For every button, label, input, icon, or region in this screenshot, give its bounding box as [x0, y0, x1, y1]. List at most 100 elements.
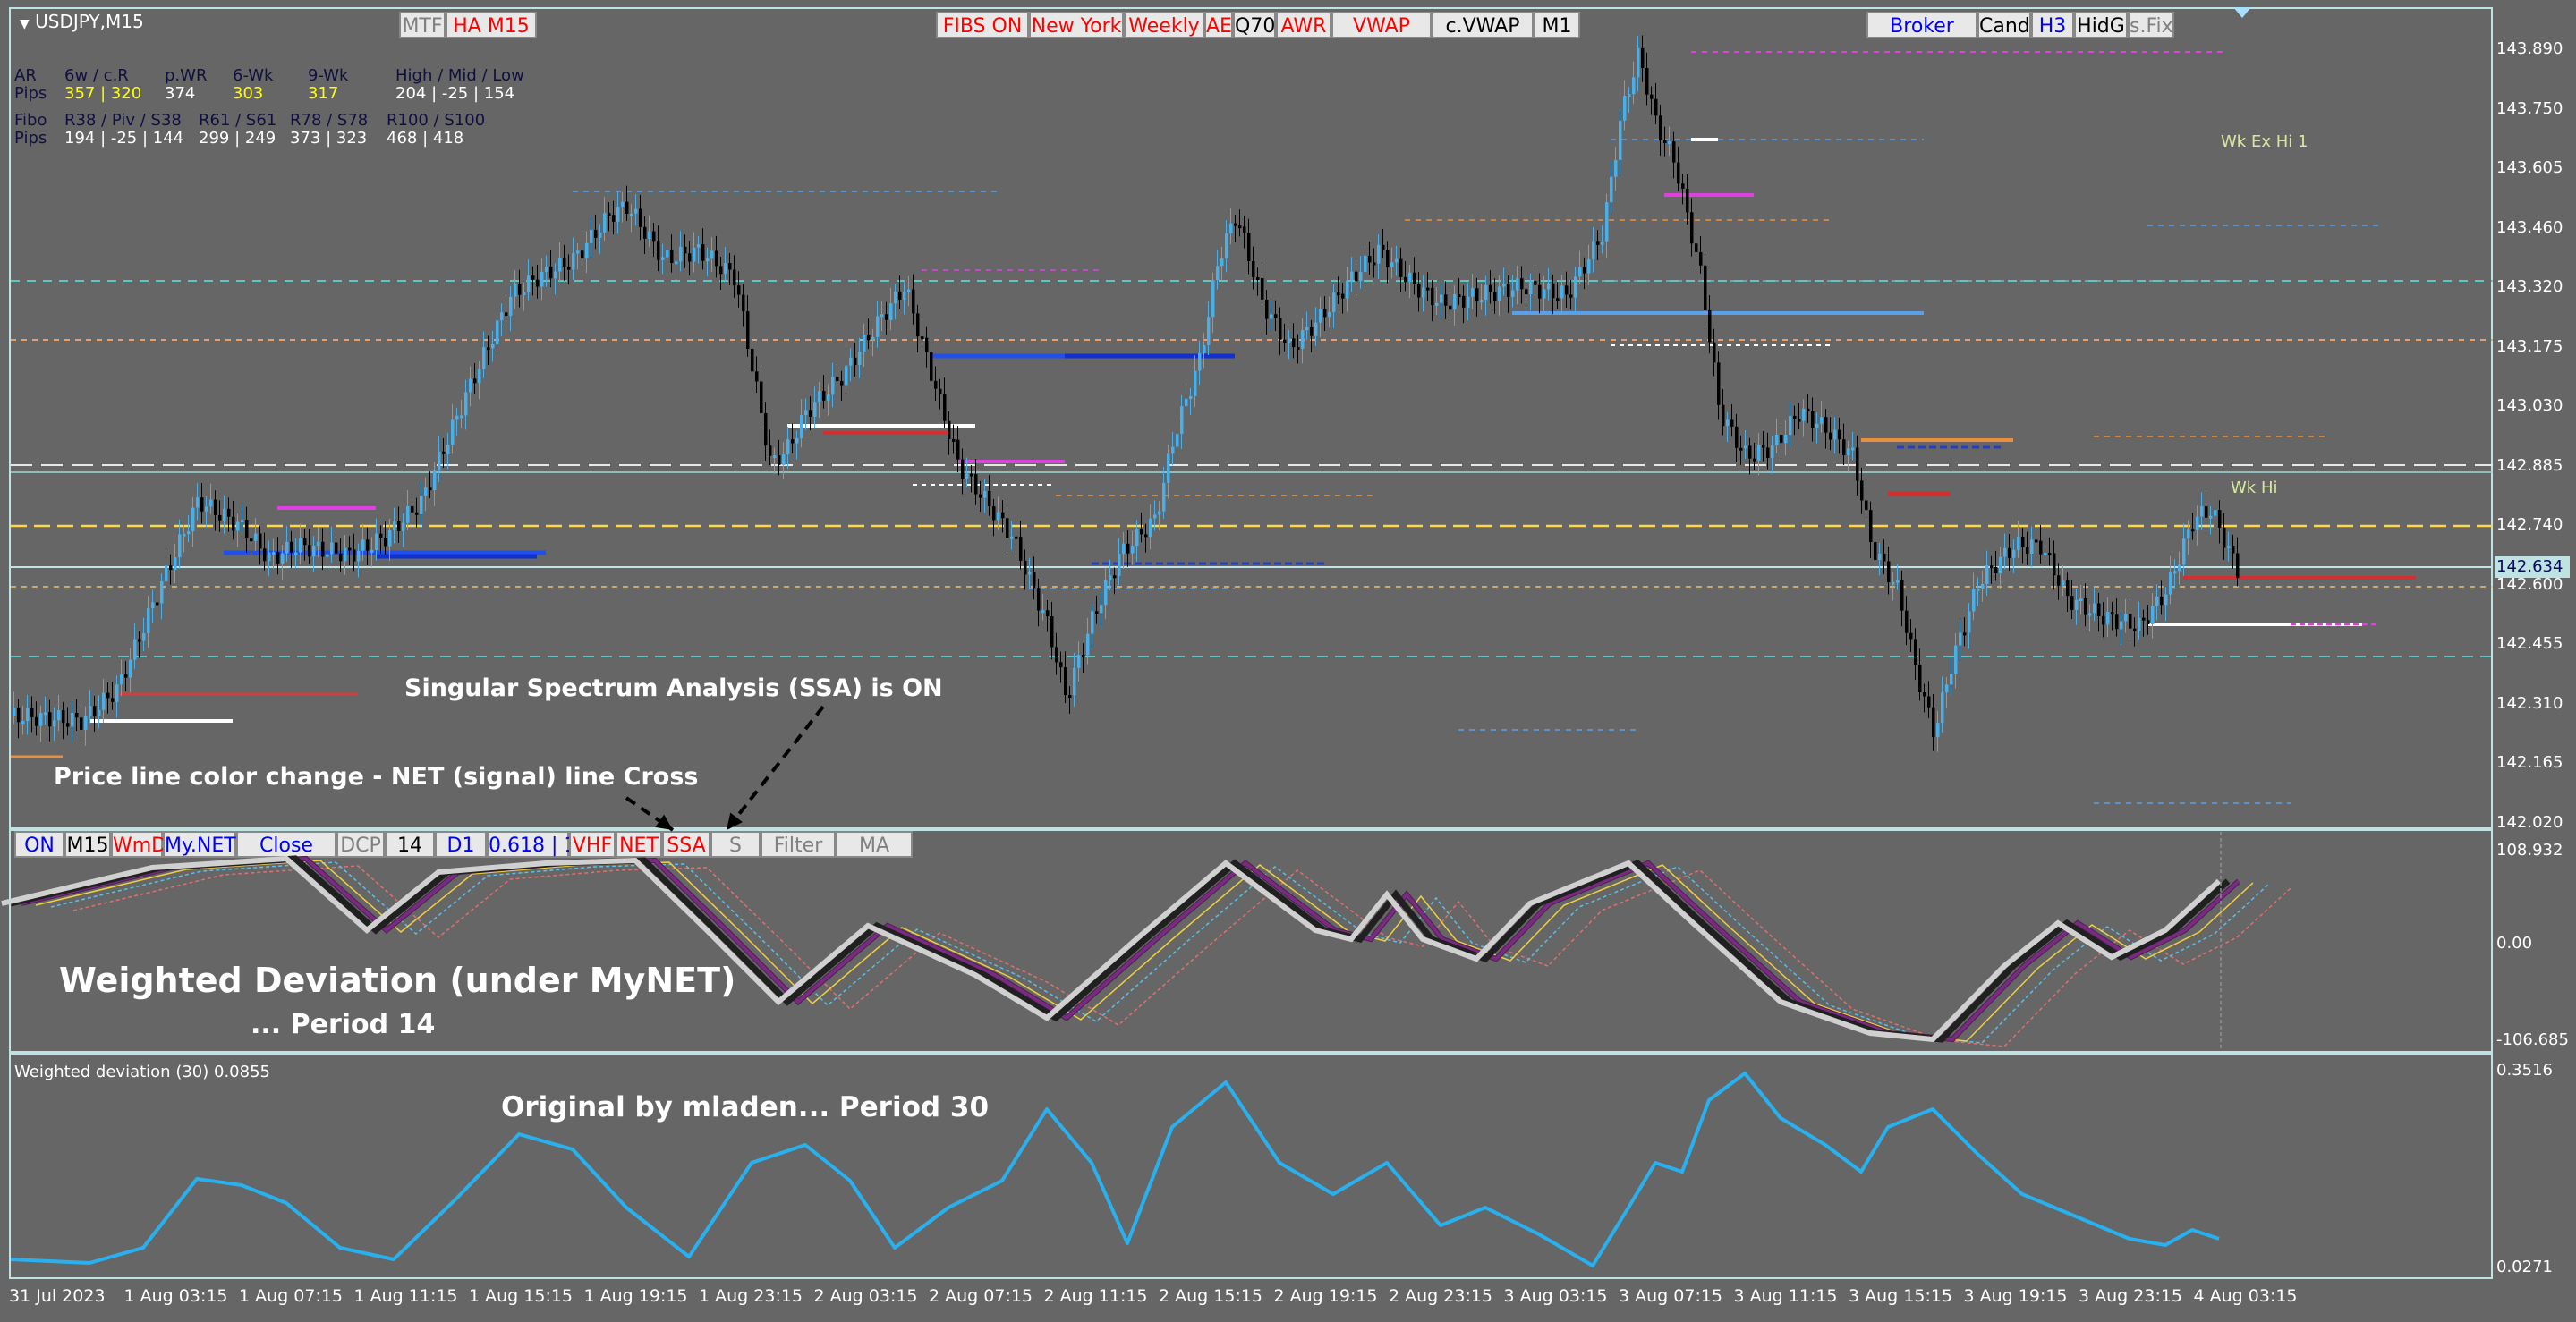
button-new-york[interactable]: New York: [1029, 12, 1124, 38]
button-filter[interactable]: Filter: [761, 831, 836, 858]
button-h3[interactable]: H3: [2031, 12, 2074, 38]
original-annotation: Original by mladen... Period 30: [501, 1091, 990, 1123]
price-tick: 142.165: [2496, 753, 2563, 772]
price-tick: 143.890: [2496, 39, 2563, 58]
time-tick: 1 Aug 11:15: [353, 1286, 458, 1306]
time-tick: 1 Aug 23:15: [699, 1286, 803, 1306]
ssa-annotation: Singular Spectrum Analysis (SSA) is ON: [404, 674, 943, 702]
deviation-pane-title: Weighted deviation (30) 0.0855: [14, 1063, 270, 1081]
button-dcp[interactable]: DCP: [336, 831, 385, 858]
time-tick: 2 Aug 03:15: [813, 1286, 918, 1306]
stat-statsRow4-1: 194 | -25 | 144: [64, 129, 184, 148]
time-tick: 3 Aug 11:15: [1733, 1286, 1838, 1306]
time-tick: 2 Aug 07:15: [929, 1286, 1033, 1306]
stat-statsRow1-5: High / Mid / Low: [395, 66, 524, 85]
time-tick: 4 Aug 03:15: [2193, 1286, 2298, 1306]
stat-statsRow3-1: R38 / Piv / S38: [64, 111, 182, 130]
price-tick: 143.320: [2496, 277, 2563, 296]
button-ae[interactable]: AE: [1204, 12, 1233, 38]
collapse-triangle-icon[interactable]: ▼: [20, 17, 30, 31]
scroll-marker-icon[interactable]: [2233, 7, 2251, 18]
button-weekly[interactable]: Weekly: [1124, 12, 1204, 38]
time-tick: 3 Aug 15:15: [1849, 1286, 1953, 1306]
indicator-tick: 108.932: [2496, 841, 2563, 860]
indicator-axis[interactable]: [2493, 829, 2576, 1053]
time-tick: 3 Aug 23:15: [2079, 1286, 2183, 1306]
stat-statsRow4-0: Pips: [14, 129, 47, 148]
stat-statsRow2-4: 317: [308, 84, 339, 103]
button-broker[interactable]: Broker: [1866, 12, 1977, 38]
price-tick: 143.030: [2496, 396, 2563, 415]
button-vhf[interactable]: VHF: [569, 831, 616, 858]
price-tick: 143.460: [2496, 217, 2563, 237]
price-tick: 143.750: [2496, 98, 2563, 118]
button-s[interactable]: S: [710, 831, 761, 858]
button-vwap[interactable]: VWAP: [1331, 12, 1432, 38]
button-net[interactable]: NET: [616, 831, 662, 858]
price-axis[interactable]: [2493, 7, 2576, 829]
time-tick: 2 Aug 23:15: [1389, 1286, 1493, 1306]
stat-statsRow4-4: 468 | 418: [387, 129, 464, 148]
button-s-fix[interactable]: s.Fix: [2128, 12, 2174, 38]
wk-hi-label: Wk Hi: [2231, 479, 2278, 497]
stat-statsRow2-2: 374: [165, 84, 196, 103]
button-wmd[interactable]: WmD: [111, 831, 166, 858]
time-tick: 2 Aug 19:15: [1273, 1286, 1378, 1306]
stat-statsRow3-3: R78 / S78: [290, 111, 369, 130]
price-tick: 142.310: [2496, 693, 2563, 713]
time-tick: 1 Aug 07:15: [239, 1286, 344, 1306]
weighted-deviation-period: ... Period 14: [251, 1009, 436, 1040]
stat-statsRow2-3: 303: [233, 84, 264, 103]
button-q70[interactable]: Q70: [1233, 12, 1276, 38]
stat-statsRow1-4: 9-Wk: [308, 66, 349, 85]
button-c-vwap[interactable]: c.VWAP: [1432, 12, 1534, 38]
wk-ex-hi-label: Wk Ex Hi 1: [2221, 132, 2308, 151]
price-tick: 142.020: [2496, 812, 2563, 832]
price-tick: 142.455: [2496, 634, 2563, 653]
button-mtf[interactable]: MTF: [399, 12, 446, 38]
stat-statsRow2-1: 357 | 320: [64, 84, 142, 103]
button-m15[interactable]: M15: [64, 831, 111, 858]
button-14[interactable]: 14: [385, 831, 435, 858]
price-line-annotation: Price line color change - NET (signal) l…: [54, 763, 699, 791]
button-ha-m15[interactable]: HA M15: [446, 12, 537, 38]
button-my-net[interactable]: My.NET: [163, 831, 236, 858]
stat-statsRow3-4: R100 / S100: [387, 111, 486, 130]
symbol-label: ▼ USDJPY,M15: [20, 11, 144, 32]
time-tick: 1 Aug 19:15: [583, 1286, 688, 1306]
button-ma[interactable]: MA: [836, 831, 913, 858]
deviation-axis[interactable]: [2493, 1053, 2576, 1279]
button-on[interactable]: ON: [14, 831, 64, 858]
stat-statsRow4-2: 299 | 249: [199, 129, 276, 148]
time-tick: 3 Aug 07:15: [1619, 1286, 1723, 1306]
stat-statsRow1-0: AR: [14, 66, 37, 85]
stat-statsRow2-0: Pips: [14, 84, 47, 103]
price-tick: 142.885: [2496, 455, 2563, 475]
button-m1[interactable]: M1: [1534, 12, 1580, 38]
button-fibs-on[interactable]: FIBS ON: [936, 12, 1029, 38]
time-tick: 31 Jul 2023: [9, 1286, 106, 1306]
button-d1[interactable]: D1: [435, 831, 487, 858]
deviation-axis-top: 0.3516: [2496, 1061, 2553, 1080]
button-ssa[interactable]: SSA: [662, 831, 710, 858]
button-awr[interactable]: AWR: [1276, 12, 1331, 38]
price-tick: 143.605: [2496, 158, 2563, 177]
indicator-tick: 0.00: [2496, 934, 2533, 953]
stat-statsRow1-2: p.WR: [165, 66, 208, 85]
weighted-deviation-pane[interactable]: [9, 1053, 2493, 1279]
button-hidg[interactable]: HidG: [2074, 12, 2128, 38]
stat-statsRow1-1: 6w / c.R: [64, 66, 129, 85]
time-tick: 3 Aug 03:15: [1503, 1286, 1608, 1306]
stat-statsRow3-2: R61 / S61: [199, 111, 277, 130]
time-tick: 2 Aug 15:15: [1159, 1286, 1263, 1306]
time-tick: 1 Aug 03:15: [123, 1286, 228, 1306]
time-tick: 2 Aug 11:15: [1043, 1286, 1148, 1306]
time-tick: 1 Aug 15:15: [469, 1286, 574, 1306]
indicator-tick: -106.685: [2496, 1030, 2569, 1049]
price-tick: 142.740: [2496, 515, 2563, 534]
price-tick: 142.600: [2496, 574, 2563, 594]
deviation-axis-bottom: 0.0271: [2496, 1258, 2553, 1276]
price-chart-pane[interactable]: [9, 7, 2493, 829]
stat-statsRow4-3: 373 | 323: [290, 129, 368, 148]
